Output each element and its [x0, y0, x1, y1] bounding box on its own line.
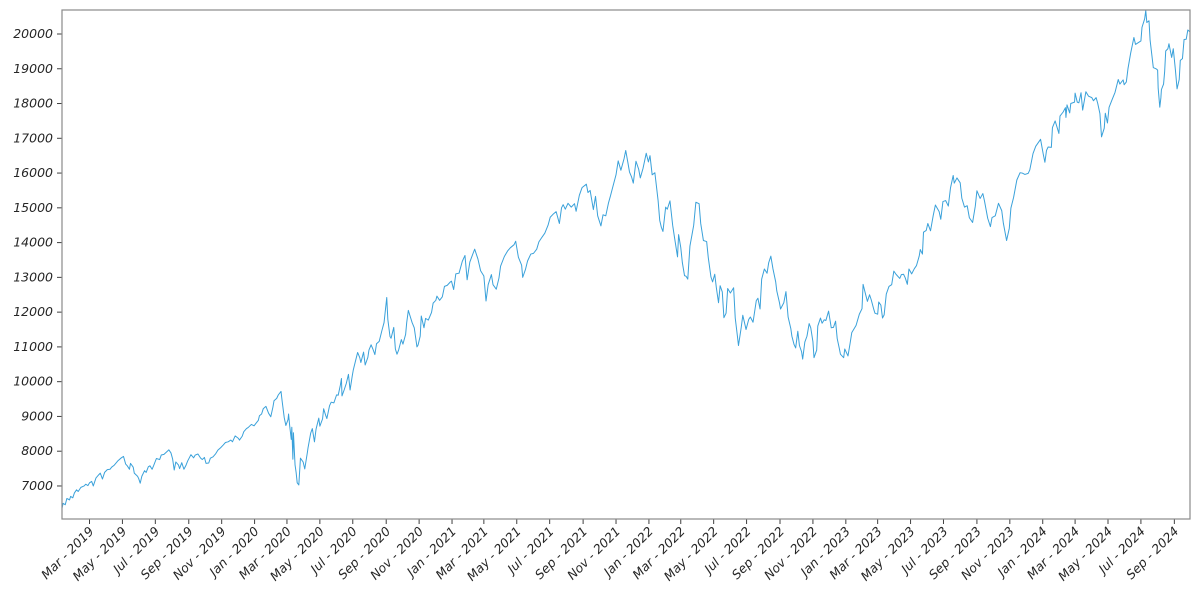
- y-tick-label: 12000: [13, 304, 53, 319]
- y-tick-label: 18000: [13, 96, 53, 111]
- y-tick-label: 16000: [13, 165, 53, 180]
- y-tick-label: 10000: [13, 374, 53, 389]
- y-tick-label: 7000: [21, 478, 53, 493]
- price-line: [61, 10, 1191, 509]
- y-tick-label: 9000: [21, 408, 53, 423]
- y-tick-label: 11000: [13, 339, 53, 354]
- y-tick-label: 14000: [13, 235, 53, 250]
- y-tick-label: 8000: [21, 443, 53, 458]
- y-tick-label: 19000: [13, 61, 53, 76]
- y-tick-label: 13000: [13, 269, 53, 284]
- y-tick-label: 20000: [13, 26, 53, 41]
- y-tick-label: 15000: [13, 200, 53, 215]
- y-tick-label: 17000: [13, 130, 53, 145]
- plot-frame: [61, 9, 1191, 520]
